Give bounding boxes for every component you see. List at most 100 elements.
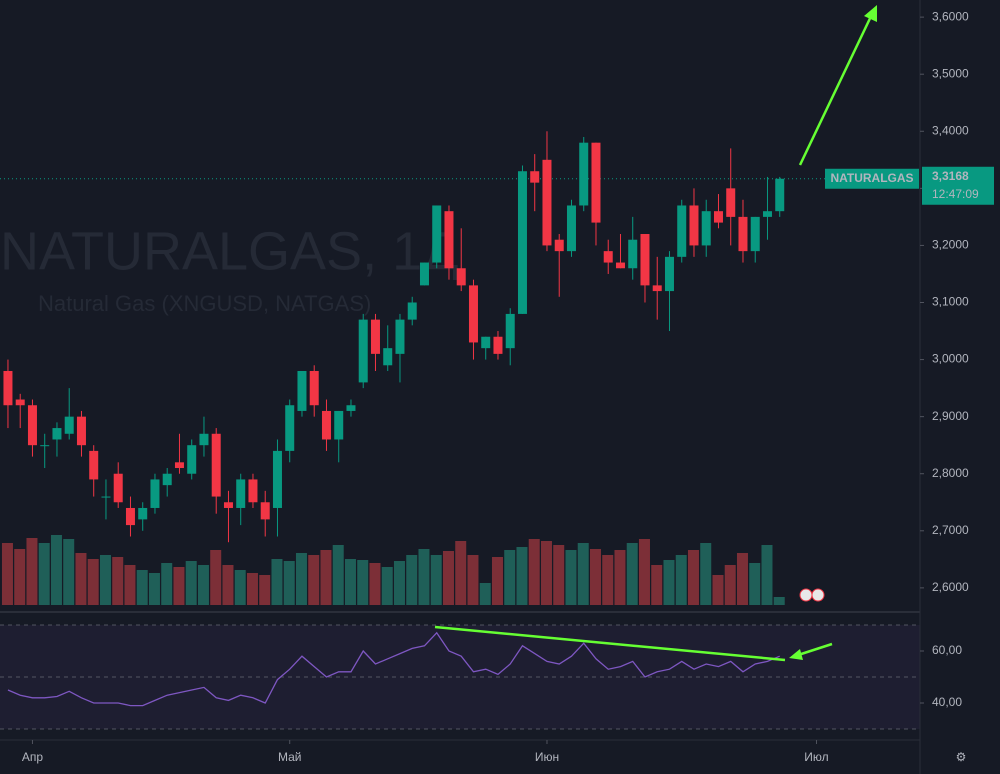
candle-body xyxy=(652,285,662,292)
volume-bar xyxy=(712,575,724,605)
volume-bar xyxy=(185,561,197,605)
candle-body xyxy=(750,216,760,252)
candle-body xyxy=(138,507,148,520)
volume-bar xyxy=(210,550,222,605)
volume-bar xyxy=(761,545,773,605)
volume-bar xyxy=(602,555,614,605)
candle-body xyxy=(493,336,503,354)
volume-bar xyxy=(418,549,430,605)
symbol-label-box xyxy=(825,168,919,189)
volume-bar xyxy=(430,555,442,605)
volume-bar xyxy=(406,555,418,605)
volume-bar xyxy=(344,559,356,605)
volume-bar xyxy=(491,557,503,605)
settings-icon[interactable]: ⚙ xyxy=(956,750,967,764)
volume-bar xyxy=(161,563,173,605)
y-tick-label: 3,1000 xyxy=(932,295,969,309)
candle-body xyxy=(113,473,123,503)
volume-bar xyxy=(136,570,148,605)
drawing-arrow-head xyxy=(864,5,877,22)
volume-bar xyxy=(50,535,62,605)
volume-bar xyxy=(99,555,111,605)
volume-bar xyxy=(773,597,785,605)
y-tick-label: 2,6000 xyxy=(932,580,969,594)
volume-bar xyxy=(295,553,307,605)
volume-bar xyxy=(528,539,540,605)
volume-bar xyxy=(651,565,663,605)
volume-bar xyxy=(504,550,516,605)
rsi-tick-label: 40,00 xyxy=(932,695,962,709)
volume-bar xyxy=(14,549,26,605)
candle-body xyxy=(162,473,172,486)
volume-bar xyxy=(565,550,577,605)
candle-body xyxy=(272,450,282,508)
volume-bar xyxy=(381,567,393,605)
volume-bar xyxy=(369,563,381,605)
volume-bar xyxy=(320,550,332,605)
candle-body xyxy=(383,348,393,366)
candle-body xyxy=(530,171,540,183)
volume-bar xyxy=(442,551,454,605)
volume-bar xyxy=(675,555,687,605)
candle-body xyxy=(542,159,552,246)
candle-body xyxy=(370,319,380,354)
volume-bar xyxy=(259,575,271,605)
y-tick-label: 2,7000 xyxy=(932,523,969,537)
candle-body xyxy=(432,205,442,263)
volume-bar xyxy=(540,541,552,605)
volume-bar xyxy=(26,538,38,605)
candle-body xyxy=(407,302,417,320)
candle-body xyxy=(125,507,135,526)
candle-body xyxy=(150,479,160,508)
x-tick-label: Июн xyxy=(535,750,559,764)
event-flag[interactable] xyxy=(811,588,825,602)
volume-bar xyxy=(479,583,491,605)
candle-body xyxy=(3,370,13,406)
candle-body xyxy=(248,479,258,503)
candle-body xyxy=(260,502,270,520)
volume-bar xyxy=(614,550,626,605)
drawing-arrow-head xyxy=(789,649,803,660)
candle-body xyxy=(101,496,111,498)
volume-bar xyxy=(124,565,136,605)
event-flag[interactable] xyxy=(799,588,813,602)
candle-body xyxy=(505,313,515,349)
candle-body xyxy=(52,428,62,440)
candle-body xyxy=(456,268,466,286)
symbol-label: NATURALGAS xyxy=(830,171,913,185)
candle-body xyxy=(395,319,405,354)
candle-body xyxy=(738,216,748,252)
candle-body xyxy=(211,433,221,497)
candle-body xyxy=(628,239,638,269)
candle-body xyxy=(566,205,576,252)
volume-bar xyxy=(467,555,479,605)
drawing-arrow xyxy=(798,9,876,166)
candle-body xyxy=(762,211,772,217)
candle-body xyxy=(187,445,197,474)
candle-body xyxy=(40,445,50,447)
candle-body xyxy=(468,285,478,343)
volume-bar xyxy=(197,565,209,605)
candle-body xyxy=(321,410,331,440)
volume-bar xyxy=(724,565,736,605)
volume-bar xyxy=(246,573,258,605)
volume-bar xyxy=(308,555,320,605)
candle-body xyxy=(517,171,527,314)
candle-body xyxy=(481,336,491,349)
candle-body xyxy=(419,262,429,286)
candle-body xyxy=(603,251,613,263)
volume-bar xyxy=(38,543,50,605)
volume-bar xyxy=(271,559,283,605)
volume-bar xyxy=(222,565,234,605)
volume-bar xyxy=(577,543,589,605)
watermark-description: Natural Gas (XNGUSD, NATGAS) xyxy=(38,291,371,316)
volume-bar xyxy=(1,543,13,605)
candle-body xyxy=(236,479,246,508)
volume-bar xyxy=(75,553,87,605)
candle-body xyxy=(726,188,736,217)
drawing-trendline xyxy=(434,625,786,662)
volume-bar xyxy=(173,567,185,605)
volume-bar xyxy=(687,550,699,605)
candle-body xyxy=(309,370,319,406)
